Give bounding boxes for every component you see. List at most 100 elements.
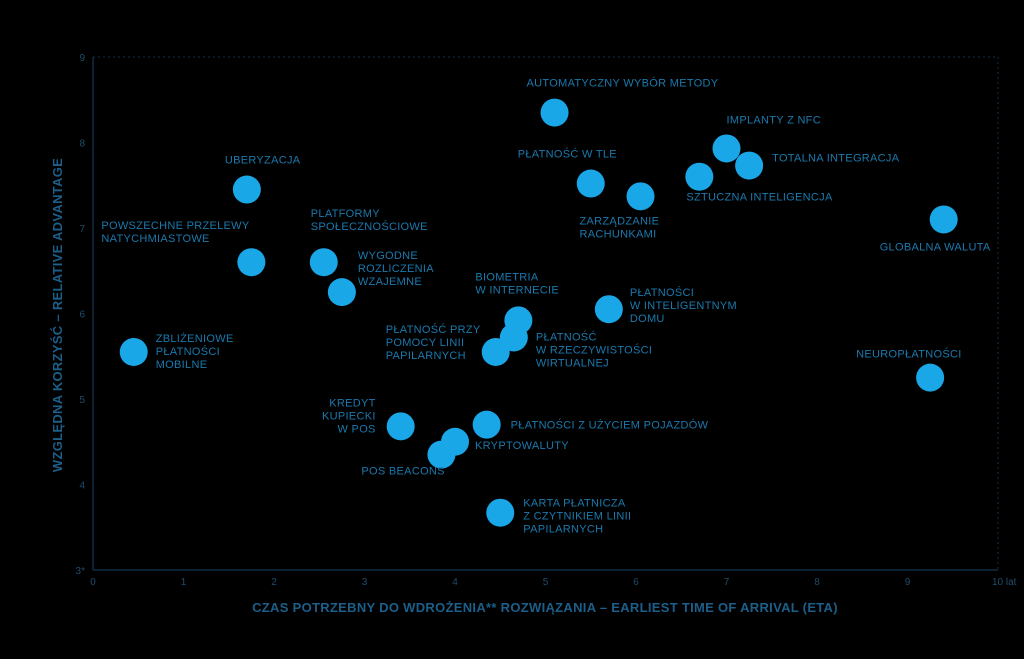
point-label-line: PŁATNOŚCI bbox=[630, 286, 694, 299]
point-label-line: W POS bbox=[338, 423, 376, 435]
point-label: NEUROPŁATNOŚCI bbox=[856, 348, 961, 361]
point-label-line: KARTA PŁATNICZA bbox=[523, 498, 626, 510]
data-point bbox=[327, 278, 356, 307]
data-point bbox=[685, 162, 714, 191]
point-label: WYGODNE ROZLICZENIA WZAJEMNE bbox=[358, 250, 434, 288]
data-point bbox=[916, 363, 945, 392]
data-point bbox=[486, 498, 515, 527]
point-label: PŁATNOŚĆ PRZY POMOCY LINII PAPILARNYCH bbox=[386, 323, 481, 362]
x-tick-label: 1 bbox=[181, 577, 187, 588]
data-point bbox=[576, 169, 605, 198]
data-points bbox=[119, 98, 958, 527]
point-label-line: DOMU bbox=[630, 313, 665, 325]
point-label-line: POWSZECHNE PRZELEWY bbox=[101, 220, 249, 232]
point-label: UBERYZACJA bbox=[225, 155, 301, 167]
point-label: BIOMETRIA W INTERNECIE bbox=[475, 271, 559, 296]
point-label: PLATFORMY SPOŁECZNOŚCIOWE bbox=[311, 208, 428, 233]
point-label-line: KREDYT bbox=[329, 397, 375, 409]
point-label-line: IMPLANTY Z NFC bbox=[727, 114, 821, 126]
x-tick-label: 4 bbox=[452, 577, 458, 588]
point-labels: ZBLIŻENIOWE PŁATNOŚCI MOBILNE UBERYZACJA POW… bbox=[101, 77, 991, 536]
y-tick-label: 9 bbox=[79, 53, 85, 64]
point-label-line: KRYPTOWALUTY bbox=[475, 440, 569, 452]
point-label: KARTA PŁATNICZA Z CZYTNIKIEM LINII PAPILAR… bbox=[523, 498, 631, 536]
point-label-line: WYGODNE bbox=[358, 250, 418, 262]
data-point bbox=[237, 248, 266, 277]
point-label-line: PŁATNOŚCI bbox=[156, 345, 220, 358]
point-label: IMPLANTY Z NFC bbox=[727, 114, 821, 126]
point-label-line: POS BEACONS bbox=[361, 466, 444, 478]
tick-labels: 0 1 2 3 4 5 6 7 8 9 10 lat 3* 4 5 6 7 8 9 bbox=[76, 53, 1017, 588]
x-tick-label: 8 bbox=[814, 577, 820, 588]
point-label: ZBLIŻENIOWE PŁATNOŚCI MOBILNE bbox=[156, 332, 234, 371]
point-label-line: PLATFORMY bbox=[311, 208, 380, 220]
y-tick-label: 3* bbox=[76, 566, 86, 577]
point-label-line: AUTOMATYCZNY WYBÓR METODY bbox=[527, 77, 719, 90]
point-label: POS BEACONS bbox=[361, 466, 444, 478]
point-label-line: PŁATNOŚĆ bbox=[536, 330, 597, 343]
data-point bbox=[309, 248, 338, 277]
point-label: SZTUCZNA INTELIGENCJA bbox=[686, 192, 833, 204]
point-label-line: RACHUNKAMI bbox=[580, 228, 657, 240]
data-point bbox=[119, 337, 148, 366]
point-label-line: WIRTUALNEJ bbox=[536, 357, 609, 369]
x-tick-label: 9 bbox=[905, 577, 911, 588]
y-tick-label: 6 bbox=[79, 310, 85, 321]
point-label: AUTOMATYCZNY WYBÓR METODY bbox=[527, 77, 719, 90]
point-label: PŁATNOŚCI W INTELIGENTNYM DOMU bbox=[630, 286, 737, 325]
point-label-line: PŁATNOŚCI Z UŻYCIEM POJAZDÓW bbox=[511, 419, 709, 432]
point-label: TOTALNA INTEGRACJA bbox=[772, 153, 900, 165]
point-label-line: PŁATNOŚĆ W TLE bbox=[518, 148, 617, 161]
y-tick-label: 5 bbox=[79, 395, 85, 406]
x-tick-label: 0 bbox=[90, 577, 96, 588]
x-tick-label: 2 bbox=[271, 577, 277, 588]
y-tick-label: 7 bbox=[79, 224, 85, 235]
x-axis-title: CZAS POTRZEBNY DO WDROŻENIA** ROZWIĄZANI… bbox=[252, 600, 838, 615]
y-tick-label: 4 bbox=[79, 481, 85, 492]
plot-frame bbox=[93, 56, 999, 570]
point-label-line: TOTALNA INTEGRACJA bbox=[772, 153, 900, 165]
point-label-line: ZARZĄDZANIE bbox=[580, 215, 660, 227]
point-label: KRYPTOWALUTY bbox=[475, 440, 569, 452]
y-axis-title: WZGLĘDNA KORZYŚĆ – RELATIVE ADVANTAGE bbox=[50, 158, 65, 472]
point-label-line: PAPILARNYCH bbox=[523, 524, 603, 536]
point-label-line: ROZLICZENIA bbox=[358, 263, 434, 275]
point-label: POWSZECHNE PRZELEWY NATYCHMIASTOWE bbox=[101, 220, 249, 245]
point-label-line: UBERYZACJA bbox=[225, 155, 301, 167]
point-label-line: NATYCHMIASTOWE bbox=[101, 233, 209, 245]
point-label-line: W RZECZYWISTOŚCI bbox=[536, 343, 652, 356]
point-label-line: GLOBALNA WALUTA bbox=[880, 241, 991, 253]
data-point bbox=[626, 182, 655, 211]
data-point bbox=[504, 306, 533, 335]
point-label-line: WZAJEMNE bbox=[358, 276, 422, 288]
data-point bbox=[441, 427, 469, 456]
point-label-line: W INTELIGENTNYM bbox=[630, 300, 737, 312]
point-label-line: PAPILARNYCH bbox=[386, 350, 466, 362]
data-point bbox=[386, 412, 415, 441]
point-label: PŁATNOŚCI Z UŻYCIEM POJAZDÓW bbox=[511, 419, 709, 432]
point-label-line: POMOCY LINII bbox=[386, 337, 465, 349]
point-label-line: NEUROPŁATNOŚCI bbox=[856, 348, 961, 361]
y-tick-label: 8 bbox=[79, 139, 85, 150]
point-label: PŁATNOŚĆ W TLE bbox=[518, 148, 617, 161]
point-label-line: KUPIECKI bbox=[322, 410, 376, 422]
point-label-line: BIOMETRIA bbox=[475, 271, 539, 283]
point-label-line: PŁATNOŚĆ PRZY bbox=[386, 323, 481, 336]
x-tick-label: 3 bbox=[362, 577, 368, 588]
x-tick-label: 10 lat bbox=[992, 577, 1017, 588]
x-tick-label: 5 bbox=[543, 577, 549, 588]
axes bbox=[92, 57, 998, 571]
point-label-line: Z CZYTNIKIEM LINII bbox=[523, 511, 631, 523]
data-point bbox=[712, 134, 741, 163]
data-point bbox=[929, 205, 958, 234]
point-label-line: ZBLIŻENIOWE bbox=[156, 332, 234, 345]
point-label: ZARZĄDZANIE RACHUNKAMI bbox=[580, 215, 660, 240]
data-point bbox=[472, 410, 501, 439]
data-point bbox=[594, 295, 623, 324]
data-point bbox=[232, 175, 261, 204]
x-tick-label: 7 bbox=[724, 577, 730, 588]
point-label: KREDYT KUPIECKI W POS bbox=[322, 397, 376, 435]
point-label: PŁATNOŚĆ W RZECZYWISTOŚCI WIRTUALNEJ bbox=[536, 330, 652, 369]
point-label-line: SZTUCZNA INTELIGENCJA bbox=[686, 192, 833, 204]
